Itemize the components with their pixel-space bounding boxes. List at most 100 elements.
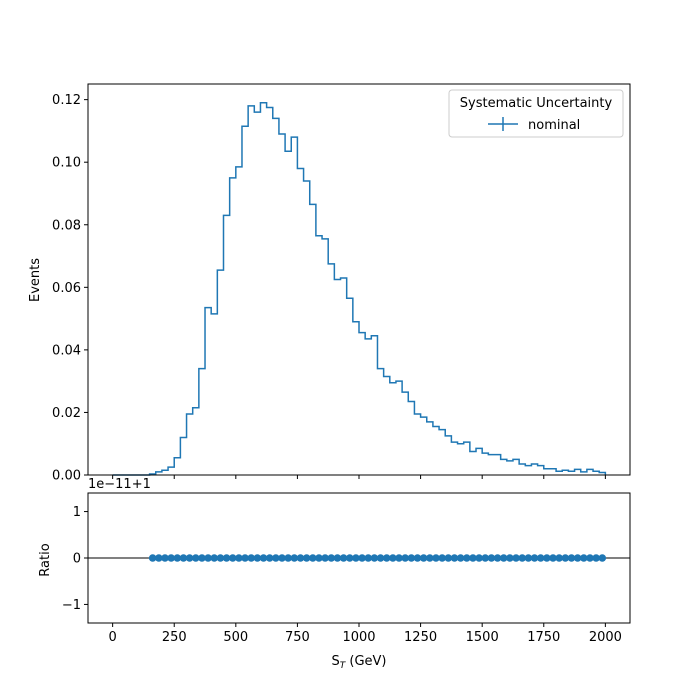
ratio-point	[543, 554, 551, 562]
ratio-point	[524, 554, 533, 562]
ratio-y-tick-label: −1	[62, 598, 81, 613]
main-y-ticks: 0.00 0.02 0.04 0.06 0.08 0.10 0.12	[52, 93, 88, 484]
ratio-point	[413, 554, 422, 562]
x-tick-label: 1000	[342, 630, 375, 645]
ratio-point	[506, 554, 514, 562]
ratio-point	[475, 554, 483, 562]
main-y-tick-label: 0.08	[52, 218, 81, 233]
ratio-point	[358, 554, 366, 562]
ratio-point	[493, 554, 502, 562]
ratio-point	[364, 554, 373, 562]
ratio-point	[191, 554, 200, 562]
x-axis-label: ST (GeV)	[331, 654, 386, 671]
ratio-point	[253, 554, 262, 562]
ratio-point	[481, 554, 490, 562]
x-tick-label: 250	[162, 630, 187, 645]
ratio-point	[235, 554, 243, 562]
legend-title: Systematic Uncertainty	[460, 96, 613, 111]
ratio-point	[456, 554, 465, 562]
x-tick-label: 1500	[466, 630, 499, 645]
ratio-offset-text: 1e−11+1	[88, 477, 151, 492]
legend-entry-nominal: nominal	[528, 118, 580, 133]
ratio-plot-area	[88, 554, 630, 562]
ratio-point	[179, 554, 188, 562]
ratio-point	[530, 554, 539, 562]
x-tick-label: 0	[108, 630, 116, 645]
ratio-y-axis-label: Ratio	[38, 543, 53, 576]
ratio-point	[444, 554, 453, 562]
ratio-point	[462, 554, 471, 562]
ratio-point	[401, 554, 409, 562]
ratio-point	[155, 554, 163, 562]
ratio-point	[204, 554, 212, 562]
ratio-point	[407, 554, 416, 562]
ratio-point	[450, 554, 459, 562]
x-tick-label: 1750	[527, 630, 560, 645]
ratio-point	[567, 554, 576, 562]
x-tick-label: 750	[285, 630, 310, 645]
ratio-point	[426, 554, 434, 562]
ratio-point	[561, 554, 570, 562]
ratio-y-ticks: −1 0 1	[62, 505, 88, 613]
ratio-point	[167, 554, 175, 562]
main-y-tick-label: 0.10	[52, 156, 81, 171]
ratio-point	[216, 554, 225, 562]
ratio-point	[247, 554, 256, 562]
ratio-panel: 0 250 500 750 1000 1250 1500 1750 2000 −1 0 1 1e−1…	[38, 477, 631, 671]
ratio-point	[580, 554, 588, 562]
ratio-point	[419, 554, 428, 562]
ratio-point	[536, 554, 545, 562]
ratio-point	[161, 554, 169, 562]
ratio-point	[469, 554, 477, 562]
ratio-point	[198, 554, 206, 562]
ratio-point	[259, 554, 268, 562]
ratio-point	[376, 554, 385, 562]
x-tick-label: 2000	[589, 630, 622, 645]
ratio-point	[499, 554, 508, 562]
ratio-point	[222, 554, 231, 562]
ratio-point	[228, 554, 237, 562]
main-y-tick-label: 0.12	[52, 93, 81, 108]
ratio-point	[339, 554, 348, 562]
main-y-axis-label: Events	[28, 258, 43, 302]
ratio-point	[389, 554, 397, 562]
ratio-point	[265, 554, 274, 562]
ratio-point	[185, 554, 194, 562]
ratio-point	[549, 554, 557, 562]
ratio-point	[487, 554, 496, 562]
ratio-point	[512, 554, 520, 562]
ratio-point	[296, 554, 305, 562]
x-tick-label: 1250	[404, 630, 437, 645]
ratio-point	[432, 554, 440, 562]
ratio-point	[210, 554, 219, 562]
ratio-point	[333, 554, 342, 562]
ratio-y-tick-label: 1	[73, 505, 81, 520]
main-x-ticks	[112, 475, 606, 479]
ratio-point	[327, 554, 336, 562]
x-axis-label-unit: (GeV)	[345, 654, 386, 669]
ratio-point	[284, 554, 292, 562]
ratio-point	[173, 554, 182, 562]
ratio-point	[272, 554, 280, 562]
main-y-tick-label: 0.06	[52, 281, 81, 296]
main-panel: 0.00 0.02 0.04 0.06 0.08 0.10 0.12 Events Syst…	[28, 83, 631, 484]
ratio-x-ticks: 0 250 500 750 1000 1250 1500 1750 2000	[108, 623, 622, 645]
x-tick-label: 500	[223, 630, 248, 645]
ratio-point	[573, 554, 582, 562]
ratio-point	[370, 554, 379, 562]
ratio-point	[395, 554, 403, 562]
x-axis-label-subscript: T	[340, 661, 347, 671]
ratio-point	[321, 554, 329, 562]
ratio-point	[352, 554, 360, 562]
ratio-point	[278, 554, 286, 562]
ratio-point	[586, 554, 594, 562]
ratio-point	[302, 554, 311, 562]
ratio-point	[290, 554, 299, 562]
ratio-point	[382, 554, 391, 562]
main-y-tick-label: 0.04	[52, 343, 81, 358]
ratio-point	[555, 554, 563, 562]
ratio-point	[309, 554, 317, 562]
ratio-point	[315, 554, 323, 562]
ratio-point	[438, 554, 446, 562]
ratio-point	[518, 554, 527, 562]
